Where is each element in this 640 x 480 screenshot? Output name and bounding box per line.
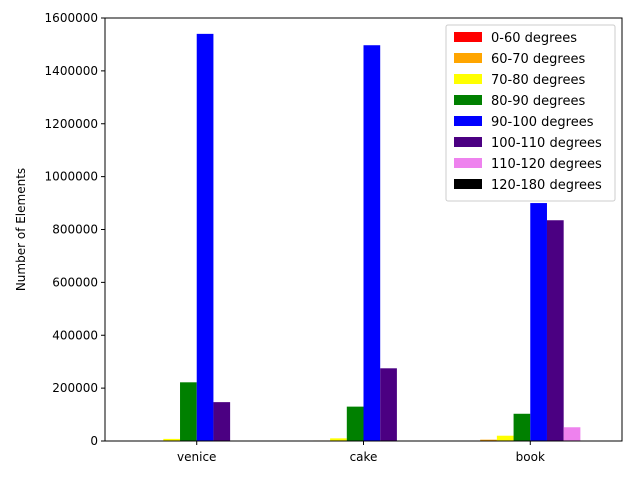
- legend-entry-label: 80-90 degrees: [491, 94, 585, 109]
- y-tick-label: 1600000: [45, 11, 98, 25]
- bar-cake-3: [346, 406, 364, 441]
- legend-entry-label: 0-60 degrees: [491, 31, 577, 46]
- legend: 0-60 degrees 60-70 degrees 70-80 degrees 80…: [445, 24, 616, 202]
- y-tick-label: 800000: [52, 223, 98, 237]
- bar-book-2: [496, 435, 514, 441]
- legend-swatch: [454, 116, 482, 126]
- y-axis: 0 200000 400000 600000 800000 1000000 1200000 1…: [45, 11, 105, 448]
- y-tick-label: 1400000: [45, 64, 98, 78]
- legend-entry-label: 120-180 degrees: [491, 178, 602, 193]
- bar-book-4: [530, 203, 547, 441]
- legend-entry-label: 60-70 degrees: [491, 52, 585, 67]
- x-tick-label: book: [516, 450, 545, 464]
- legend-swatch: [454, 53, 482, 63]
- legend-entry-label: 100-110 degrees: [491, 136, 602, 151]
- x-tick-label: venice: [177, 450, 216, 464]
- bars-group: [129, 33, 598, 442]
- bar-cake-5: [380, 368, 397, 441]
- x-tick-label: cake: [350, 450, 378, 464]
- y-tick-label: 600000: [52, 275, 98, 289]
- bar-venice-5: [213, 402, 231, 441]
- y-tick-label: 0: [90, 434, 98, 448]
- legend-entry-label: 90-100 degrees: [491, 115, 594, 130]
- bar-venice-2: [163, 438, 181, 441]
- legend-entry-label: 70-80 degrees: [491, 73, 585, 88]
- legend-box: [445, 24, 616, 202]
- bar-book-6: [563, 427, 581, 441]
- bar-book-5: [546, 220, 564, 441]
- x-axis: venice cake book: [177, 441, 545, 464]
- bar-book-3: [513, 413, 531, 441]
- legend-entry-label: 110-120 degrees: [491, 157, 602, 172]
- legend-swatch: [454, 158, 482, 168]
- bar-cake-4: [363, 45, 381, 442]
- legend-swatch: [454, 137, 482, 147]
- legend-swatch: [454, 74, 482, 84]
- bar-venice-4: [196, 33, 214, 442]
- y-tick-label: 200000: [52, 381, 98, 395]
- legend-swatch: [454, 95, 482, 105]
- bar-cake-2: [330, 438, 347, 441]
- y-tick-label: 1200000: [45, 117, 98, 131]
- legend-swatch: [454, 32, 482, 42]
- bar-book-1: [480, 439, 497, 441]
- y-tick-label: 400000: [52, 328, 98, 342]
- y-tick-label: 1000000: [45, 170, 98, 184]
- legend-swatch: [454, 179, 482, 189]
- bar-venice-3: [180, 382, 197, 441]
- y-axis-label: Number of Elements: [14, 168, 28, 291]
